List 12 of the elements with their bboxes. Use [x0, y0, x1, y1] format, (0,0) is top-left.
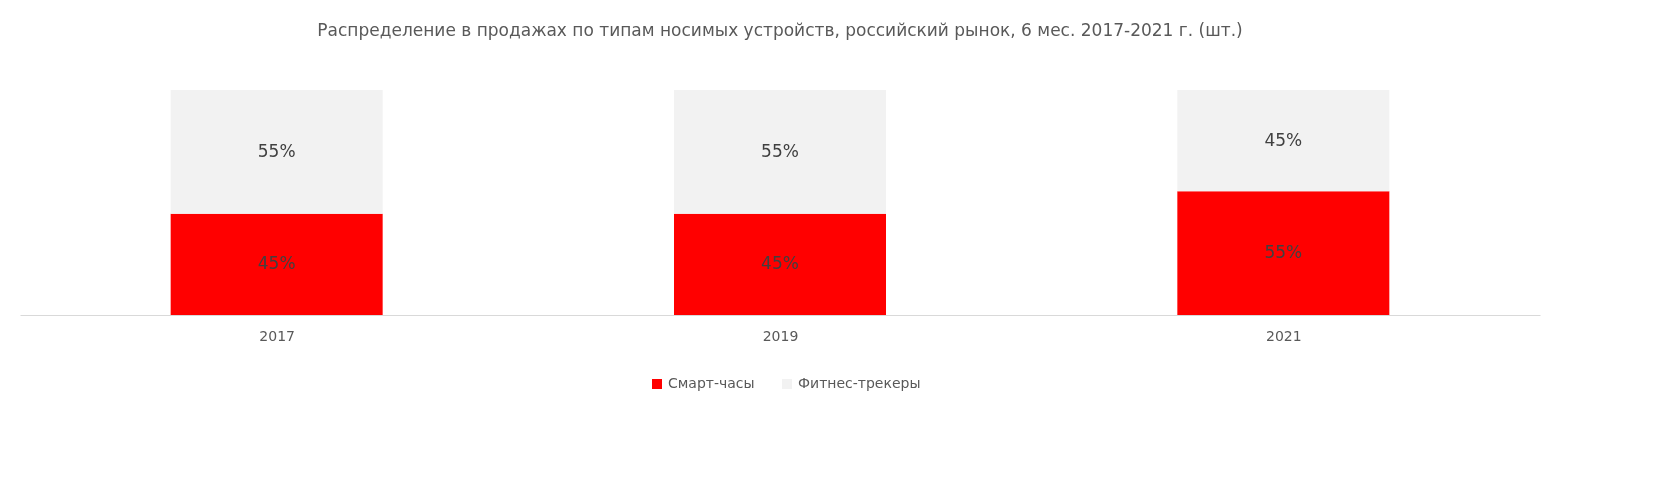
- legend-label: Смарт-часы: [668, 375, 755, 391]
- data-label: 55%: [761, 140, 799, 161]
- data-label: 55%: [257, 140, 296, 161]
- data-label: 45%: [1264, 129, 1303, 150]
- x-tick-label: 2017: [259, 327, 295, 344]
- x-tick-label: 2021: [1266, 327, 1302, 344]
- legend-label: Фитнес-трекеры: [798, 375, 921, 391]
- chart-title: Распределение в продажах по типам носимых устройств, российский рынок, 6 мес. 2017-2021 г. (шт.): [317, 20, 1243, 40]
- data-label: 45%: [257, 253, 296, 274]
- data-label: 45%: [761, 253, 799, 274]
- data-label: 55%: [1264, 242, 1303, 263]
- x-tick-label: 2019: [762, 327, 799, 344]
